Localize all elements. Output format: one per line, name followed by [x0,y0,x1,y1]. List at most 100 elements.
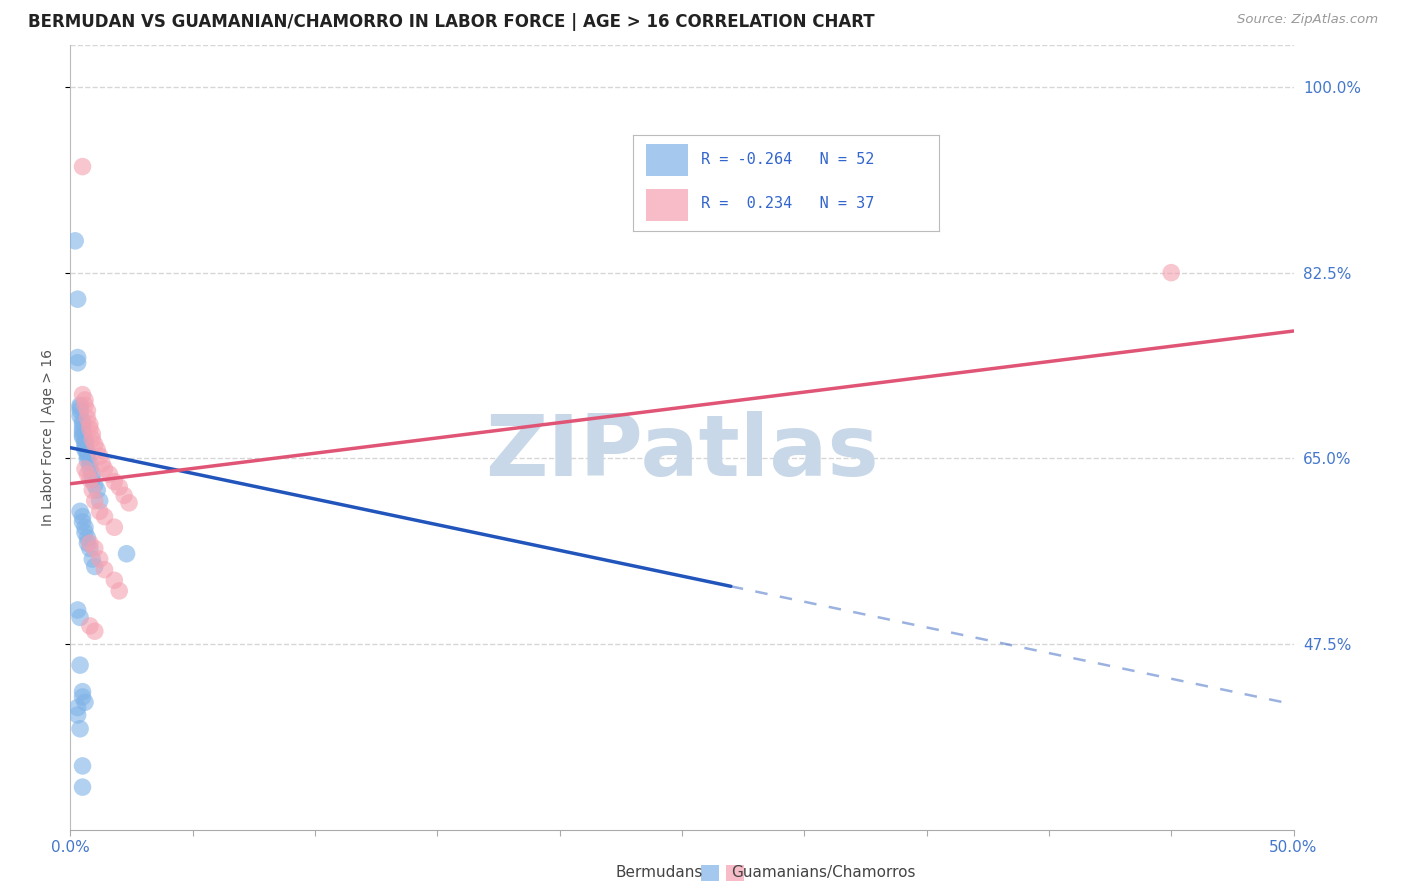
Point [82,432,104,446]
Text: R = -0.264   N = 52: R = -0.264 N = 52 [700,152,875,167]
Point [73,442,96,457]
Point [72,690,94,704]
Point [93,462,115,476]
Point [73,432,96,446]
Y-axis label: In Labor Force | Age > 16: In Labor Force | Age > 16 [41,349,55,525]
Point [72,515,94,529]
Point [69,401,91,415]
Point [82,467,104,482]
Point [72,684,94,698]
Point [66,708,89,723]
Point [118,496,141,510]
Point [82,552,104,566]
Point [76,445,98,459]
Point [108,583,131,598]
Point [89,493,111,508]
Point [83,559,105,574]
Point [73,525,96,540]
Point [112,488,135,502]
Point [79,417,101,432]
Point [89,552,111,566]
Point [91,457,114,471]
Bar [645,145,689,176]
Point [83,624,105,639]
Bar [727,865,744,881]
Point [83,437,105,451]
Point [79,457,101,471]
Point [82,473,104,487]
Point [79,473,101,487]
Point [98,467,121,482]
Point [86,442,108,457]
Point [66,603,89,617]
Point [66,700,89,714]
Point [72,414,94,428]
Point [73,462,96,476]
Point [82,483,104,497]
Point [72,780,94,794]
Text: Source: ZipAtlas.com: Source: ZipAtlas.com [1237,13,1378,27]
Point [69,504,91,518]
Text: ZIPatlas: ZIPatlas [485,411,879,494]
Point [115,547,138,561]
Bar [645,189,689,221]
Point [69,722,91,736]
Point [76,449,98,463]
Point [66,292,89,306]
Point [69,409,91,423]
Point [103,475,125,489]
Text: R =  0.234   N = 37: R = 0.234 N = 37 [700,196,875,211]
Point [72,425,94,439]
Point [89,504,111,518]
Point [69,403,91,417]
Point [76,447,98,461]
Point [76,453,98,467]
Point [83,493,105,508]
Point [66,351,89,365]
Point [76,467,98,482]
Point [72,759,94,773]
Point [103,520,125,534]
Point [73,398,96,412]
Text: BERMUDAN VS GUAMANIAN/CHAMORRO IN LABOR FORCE | AGE > 16 CORRELATION CHART: BERMUDAN VS GUAMANIAN/CHAMORRO IN LABOR … [28,13,875,31]
Point [103,574,125,588]
Point [93,563,115,577]
Point [83,541,105,556]
Point [79,421,101,435]
Text: Bermudans: Bermudans [616,865,703,880]
Point [1160,266,1182,280]
Point [72,160,94,174]
Point [72,428,94,442]
Point [72,509,94,524]
Point [73,441,96,455]
Point [72,387,94,401]
Point [79,541,101,556]
Point [72,430,94,444]
Point [69,398,91,412]
Point [73,520,96,534]
Point [73,392,96,407]
Point [76,536,98,550]
Text: Guamanians/Chamorros: Guamanians/Chamorros [731,865,915,880]
Point [73,437,96,451]
Point [76,531,98,545]
Point [73,695,96,709]
Point [69,610,91,624]
Point [72,421,94,435]
Point [79,536,101,550]
Point [79,462,101,476]
Point [66,356,89,370]
Point [108,480,131,494]
Point [76,411,98,425]
Point [89,449,111,463]
Point [86,483,108,497]
Point [93,509,115,524]
Bar [702,865,718,881]
Point [72,417,94,432]
Point [83,478,105,492]
Point [63,234,86,248]
Point [82,426,104,441]
Point [73,435,96,450]
Point [69,658,91,673]
Point [79,619,101,633]
